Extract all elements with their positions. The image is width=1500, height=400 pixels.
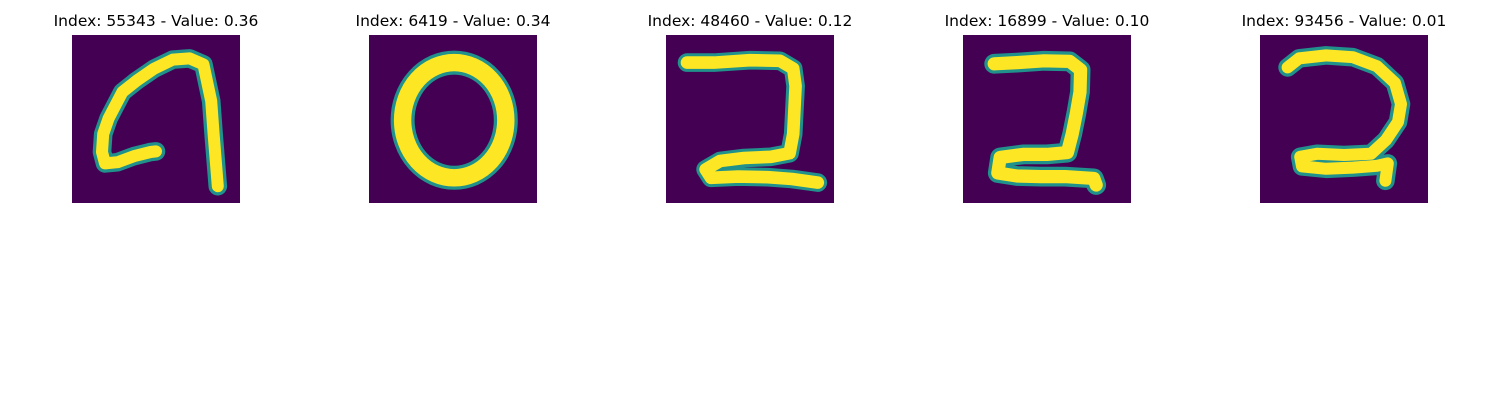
handwritten-2-icon <box>1260 35 1428 203</box>
panel-title: Index: 6419 - Value: 0.34 <box>303 12 603 30</box>
panel-title: Index: 16899 - Value: 0.10 <box>897 12 1197 30</box>
panel-2: Index: 6419 - Value: 0.34 <box>303 0 603 210</box>
panel-title: Index: 93456 - Value: 0.01 <box>1194 12 1494 30</box>
panel-3: Index: 48460 - Value: 0.12 <box>600 0 900 210</box>
handwritten-0-icon <box>369 35 537 203</box>
panel-4: Index: 16899 - Value: 0.10 <box>897 0 1197 210</box>
panel-5: Index: 93456 - Value: 0.01 <box>1194 0 1494 210</box>
handwritten-2-icon <box>963 35 1131 203</box>
handwritten-9-icon <box>72 35 240 203</box>
panel-title: Index: 48460 - Value: 0.12 <box>600 12 900 30</box>
panel-title: Index: 55343 - Value: 0.36 <box>6 12 306 30</box>
panel-1: Index: 55343 - Value: 0.36 <box>6 0 306 210</box>
handwritten-2-icon <box>666 35 834 203</box>
